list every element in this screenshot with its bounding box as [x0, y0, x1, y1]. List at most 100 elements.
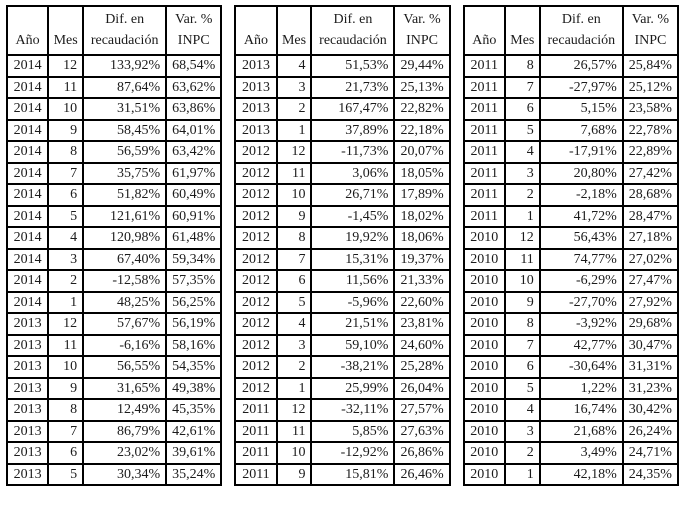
recaudacion-table-1: Año Mes Dif. en recaudación Var. % INPC 2014 12…: [5, 5, 223, 486]
cell-dif-recaudacion: 57,67%: [82, 312, 168, 336]
cell-dif-recaudacion: 67,40%: [82, 247, 168, 271]
cell-year: 2011: [462, 54, 506, 78]
table-row: 2013 3 21,73% 25,13%: [234, 75, 451, 99]
cell-dif-recaudacion: 5,85%: [310, 419, 396, 443]
cell-year: 2012: [234, 312, 278, 336]
cell-month: 8: [47, 140, 85, 164]
cell-year: 2011: [462, 183, 506, 207]
cell-month: 1: [47, 290, 85, 314]
cell-year: 2013: [234, 97, 278, 121]
cell-year: 2010: [462, 376, 506, 400]
cell-var-inpc: 35,24%: [165, 462, 223, 486]
col-header-dif-line1: Dif. en: [561, 12, 601, 27]
cell-year: 2011: [234, 462, 278, 486]
cell-dif-recaudacion: 87,64%: [82, 75, 168, 99]
cell-month: 11: [47, 75, 85, 99]
col-header-month-label: Mes: [510, 33, 535, 48]
col-header-var-inpc: Var. % INPC: [393, 5, 451, 56]
table-row: 2011 7 -27,97% 25,12%: [462, 75, 679, 99]
col-header-var-line1: Var. %: [175, 12, 213, 27]
cell-var-inpc: 29,68%: [621, 312, 679, 336]
cell-dif-recaudacion: 25,99%: [310, 376, 396, 400]
cell-month: 9: [47, 118, 85, 142]
table-row: 2013 4 51,53% 29,44%: [234, 54, 451, 78]
cell-month: 4: [275, 312, 313, 336]
cell-dif-recaudacion: 42,77%: [538, 333, 624, 357]
cell-year: 2011: [462, 161, 506, 185]
col-header-dif-line2: recaudación: [319, 33, 387, 48]
cell-month: 6: [275, 269, 313, 293]
cell-month: 2: [275, 355, 313, 379]
cell-var-inpc: 27,57%: [393, 398, 451, 422]
cell-var-inpc: 57,35%: [165, 269, 223, 293]
cell-year: 2010: [462, 355, 506, 379]
table-row: 2012 4 21,51% 23,81%: [234, 312, 451, 336]
cell-var-inpc: 22,18%: [393, 118, 451, 142]
cell-dif-recaudacion: -30,64%: [538, 355, 624, 379]
recaudacion-table-3: Año Mes Dif. en recaudación Var. % INPC 2011 8 2…: [462, 5, 679, 486]
cell-dif-recaudacion: -6,29%: [538, 269, 624, 293]
cell-var-inpc: 22,60%: [393, 290, 451, 314]
cell-year: 2012: [234, 355, 278, 379]
table-row: 2014 4 120,98% 61,48%: [5, 226, 223, 250]
cell-dif-recaudacion: 26,57%: [538, 54, 624, 78]
cell-month: 11: [275, 419, 313, 443]
cell-var-inpc: 45,35%: [165, 398, 223, 422]
cell-month: 7: [503, 75, 541, 99]
cell-dif-recaudacion: 15,81%: [310, 462, 396, 486]
cell-year: 2010: [462, 419, 506, 443]
cell-dif-recaudacion: 58,45%: [82, 118, 168, 142]
table-row: 2010 10 -6,29% 27,47%: [462, 269, 679, 293]
col-header-dif-line1: Dif. en: [105, 12, 145, 27]
cell-year: 2012: [234, 140, 278, 164]
cell-month: 3: [503, 419, 541, 443]
col-header-dif-recaudacion: Dif. en recaudación: [538, 5, 624, 56]
table-row: 2012 6 11,56% 21,33%: [234, 269, 451, 293]
cell-var-inpc: 27,47%: [621, 269, 679, 293]
cell-month: 9: [275, 462, 313, 486]
cell-month: 3: [275, 333, 313, 357]
cell-dif-recaudacion: 41,72%: [538, 204, 624, 228]
cell-dif-recaudacion: -27,70%: [538, 290, 624, 314]
cell-month: 7: [503, 333, 541, 357]
cell-year: 2014: [5, 269, 50, 293]
table-row: 2010 9 -27,70% 27,92%: [462, 290, 679, 314]
cell-var-inpc: 27,02%: [621, 247, 679, 271]
col-header-dif-recaudacion: Dif. en recaudación: [310, 5, 396, 56]
cell-month: 5: [503, 376, 541, 400]
cell-year: 2014: [5, 226, 50, 250]
cell-year: 2010: [462, 312, 506, 336]
cell-var-inpc: 64,01%: [165, 118, 223, 142]
table-row: 2011 10 -12,92% 26,86%: [234, 441, 451, 465]
table-row: 2011 8 26,57% 25,84%: [462, 54, 679, 78]
cell-year: 2011: [462, 140, 506, 164]
cell-var-inpc: 24,35%: [621, 462, 679, 486]
cell-year: 2014: [5, 75, 50, 99]
cell-dif-recaudacion: 7,68%: [538, 118, 624, 142]
col-header-year-label: Año: [243, 33, 268, 48]
table-row: 2013 7 86,79% 42,61%: [5, 419, 223, 443]
col-header-month-label: Mes: [53, 33, 78, 48]
cell-year: 2012: [234, 269, 278, 293]
table-row: 2013 11 -6,16% 58,16%: [5, 333, 223, 357]
cell-dif-recaudacion: 86,79%: [82, 419, 168, 443]
recaudacion-table-2: Año Mes Dif. en recaudación Var. % INPC 2013 4 5…: [234, 5, 451, 486]
cell-month: 2: [503, 183, 541, 207]
cell-year: 2011: [234, 419, 278, 443]
table-row: 2010 11 74,77% 27,02%: [462, 247, 679, 271]
cell-dif-recaudacion: 31,65%: [82, 376, 168, 400]
cell-year: 2012: [234, 183, 278, 207]
cell-month: 8: [275, 226, 313, 250]
cell-dif-recaudacion: 42,18%: [538, 462, 624, 486]
col-header-var-line2: INPC: [634, 33, 667, 48]
col-header-year: Año: [5, 5, 50, 56]
table-row: 2011 1 41,72% 28,47%: [462, 204, 679, 228]
table-row: 2012 7 15,31% 19,37%: [234, 247, 451, 271]
cell-dif-recaudacion: 167,47%: [310, 97, 396, 121]
cell-dif-recaudacion: 59,10%: [310, 333, 396, 357]
col-header-var-line2: INPC: [406, 33, 439, 48]
cell-dif-recaudacion: 121,61%: [82, 204, 168, 228]
cell-year: 2012: [234, 161, 278, 185]
cell-year: 2013: [5, 462, 50, 486]
